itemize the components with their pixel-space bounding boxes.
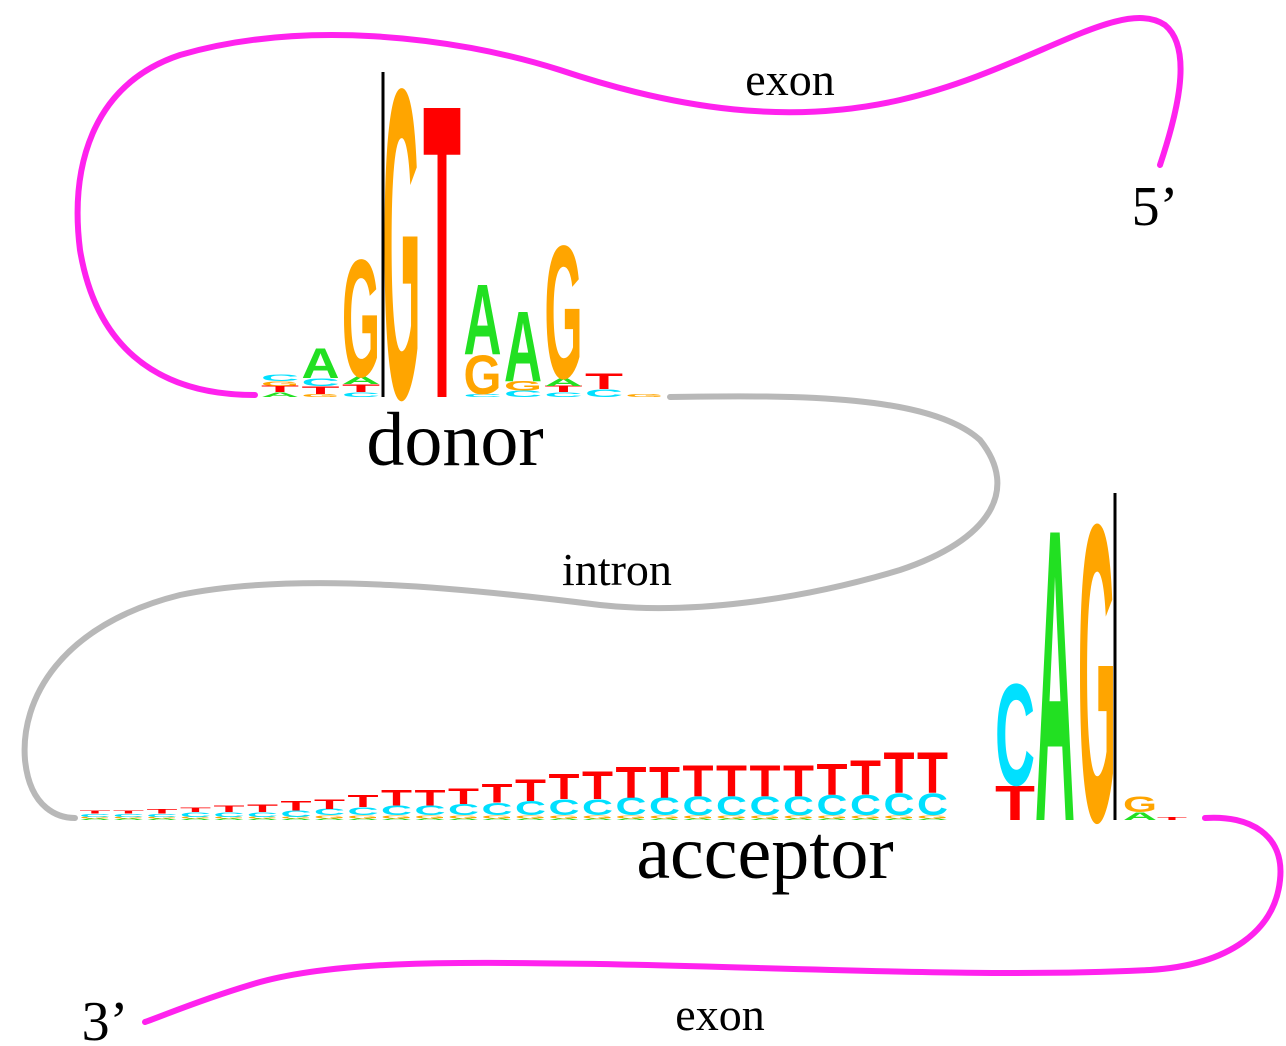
exon-label: exon (675, 989, 764, 1040)
logo-letter: T (616, 758, 647, 808)
logo-letter: C (995, 654, 1035, 816)
logo-letter: T (180, 806, 211, 813)
logo-letter: T (683, 756, 714, 806)
logo-letter: T (281, 798, 312, 813)
logo-letter: T (649, 758, 680, 808)
logo-letter: T (423, 17, 461, 486)
logo-letter: T (850, 750, 881, 805)
logo-letter: T (80, 810, 111, 815)
logo-letter: T (482, 778, 513, 808)
logo-letter: T (716, 756, 747, 806)
logo-letter: G (626, 393, 664, 398)
splice-diagram: exon 5’ donor intron acceptor 3’ exon AT… (0, 0, 1286, 1046)
logo-letter: T (750, 756, 781, 806)
three-prime-label: 3’ (82, 991, 129, 1046)
logo-letter: T (348, 791, 379, 811)
logo-letter: T (582, 763, 613, 808)
logo-letter: T (448, 784, 479, 809)
five-prime-label: 5’ (1132, 176, 1179, 238)
acceptor-logo: AGCTAGCTAGCTAGCTAGCTAGCTAGCTAGCTAGCTAGCT… (80, 437, 1188, 911)
logo-letter: G (1078, 437, 1116, 911)
logo-letter: T (515, 773, 546, 808)
logo-letter: T (247, 802, 278, 814)
logo-letter: T (1157, 816, 1187, 821)
page: {"labels": {"exon_top": "exon", "five_pr… (0, 0, 1286, 1046)
logo-letter: A (1035, 443, 1075, 909)
logo-letter: T (585, 369, 623, 394)
logo-letter: T (884, 741, 915, 806)
logo-letter: T (214, 804, 245, 814)
logo-letter: A (504, 291, 542, 403)
logo-letter: T (817, 755, 848, 805)
logo-letter: T (917, 741, 948, 806)
intron-label: intron (562, 544, 672, 595)
logo-letter: T (549, 767, 580, 807)
exon-label: exon (745, 54, 834, 105)
logo-letter: G (383, 0, 421, 491)
logo-letter: G (545, 208, 583, 419)
logo-letter: T (314, 797, 345, 812)
logo-letter: T (381, 786, 412, 811)
logo-letter: G (342, 226, 380, 413)
logo-letter: A (302, 340, 340, 388)
logo-letter: T (415, 786, 446, 811)
acceptor-label: acceptor (636, 811, 893, 895)
logo-letter: A (464, 264, 502, 376)
logo-letter: T (783, 756, 814, 806)
logo-letter: C (261, 373, 299, 383)
logo-letter: T (113, 810, 144, 815)
logo-letter: T (147, 808, 178, 815)
logo-letter: G (1123, 792, 1157, 817)
exon-strand-top (78, 18, 1181, 395)
